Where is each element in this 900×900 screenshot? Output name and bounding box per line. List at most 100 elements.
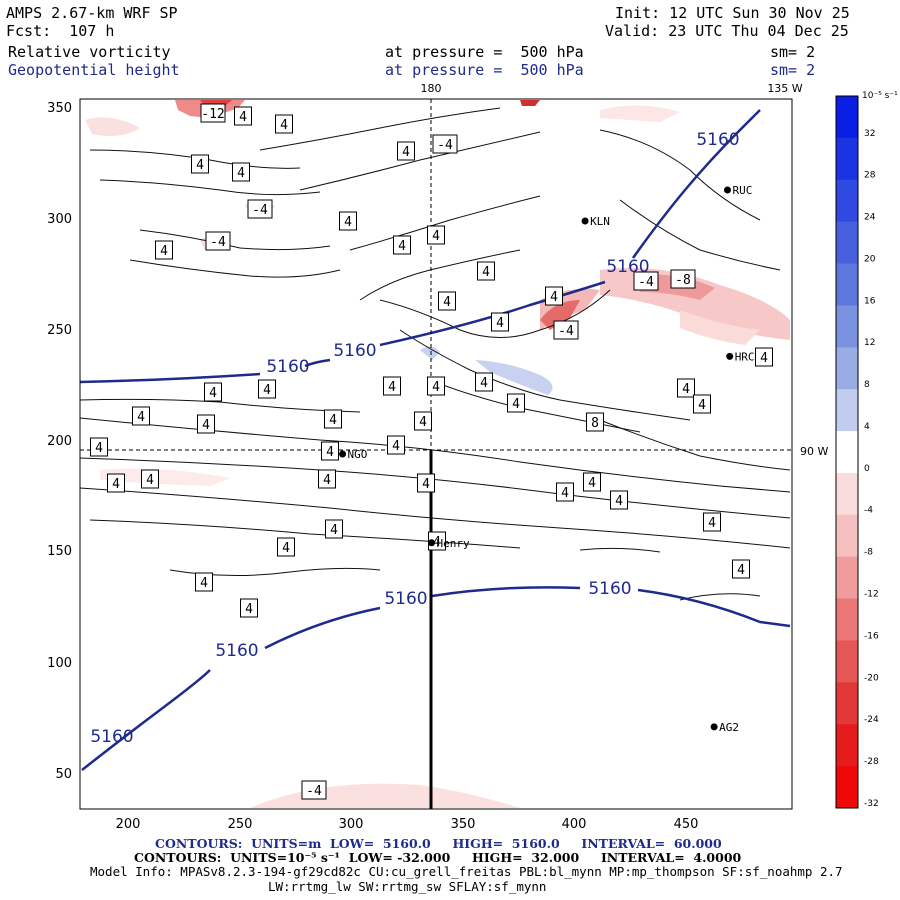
vorticity-label: 4 xyxy=(280,118,288,133)
vorticity-label-box xyxy=(247,199,273,219)
colorbar-label: -32 xyxy=(864,799,879,809)
vorticity-label: 4 xyxy=(682,382,690,397)
station-marker xyxy=(710,723,718,731)
colorbar-segment xyxy=(836,766,858,809)
vorticity-label: 4 xyxy=(196,158,204,173)
lon-label-180: 180 xyxy=(421,82,442,95)
vorticity-label: 4 xyxy=(443,295,451,310)
vorticity-label: 4 xyxy=(419,415,427,430)
vorticity-label-box xyxy=(477,261,495,281)
colorbar-segment xyxy=(836,221,858,265)
colorbar-segment xyxy=(836,431,858,474)
vorticity-label-box xyxy=(301,780,327,800)
station-label: NGO xyxy=(348,448,368,461)
colorbar-label: 16 xyxy=(864,296,876,306)
vorticity-contour-labels: -12 4 4 4 4 -4 4 -4 4 4 -4 4 4 4 4 4 4 -4 -4 -8 4 4 4 4 4 4 4 4 4 4 4 4… xyxy=(90,103,773,800)
vorticity-label-box xyxy=(195,572,213,592)
y-tick-label: 100 xyxy=(47,656,72,671)
vorticity-label-box xyxy=(107,473,125,493)
field2-smoothing: sm= 2 xyxy=(770,61,816,79)
vorticity-label-box xyxy=(393,235,411,255)
vorticity-label: -4 xyxy=(210,235,226,250)
vorticity-label-box xyxy=(197,414,215,434)
vorticity-label: 4 xyxy=(237,166,245,181)
vorticity-label-box xyxy=(670,269,696,289)
colorbar-segment xyxy=(836,724,858,767)
vorticity-label-box xyxy=(383,376,401,396)
vorticity-label: 4 xyxy=(760,351,768,366)
vorticity-label: 4 xyxy=(480,376,488,391)
vorticity-label: 4 xyxy=(588,476,596,491)
height-contour-5160 xyxy=(79,109,791,771)
vorticity-label: 4 xyxy=(95,441,103,456)
vorticity-label-box xyxy=(205,231,231,251)
vorticity-label: 4 xyxy=(245,602,253,617)
height-label: 5160 xyxy=(215,641,258,661)
height-label: 5160 xyxy=(333,341,376,361)
vorticity-label-box xyxy=(507,393,525,413)
colorbar-label: -8 xyxy=(864,548,873,558)
vorticity-label: 4 xyxy=(200,576,208,591)
vorticity-label: 4 xyxy=(433,535,441,550)
colorbar-label: -4 xyxy=(864,506,873,516)
vorticity-label-box xyxy=(633,271,659,291)
colorbar-segment xyxy=(836,598,858,641)
vorticity-label: 4 xyxy=(330,523,338,538)
vorticity-label-box xyxy=(387,435,405,455)
vorticity-label: 4 xyxy=(398,239,406,254)
field2-name: Geopotential height xyxy=(8,61,180,79)
station-label: HRC xyxy=(735,350,755,363)
vorticity-label: 4 xyxy=(561,486,569,501)
colorbar-label: 12 xyxy=(864,338,875,348)
colorbar-label: 8 xyxy=(864,380,870,390)
vorticity-label-box xyxy=(438,291,456,311)
vorticity-label: 4 xyxy=(209,386,217,401)
y-tick-label: 50 xyxy=(55,767,72,782)
colorbar-label: 28 xyxy=(864,171,876,181)
x-tick-label: 200 xyxy=(116,817,141,832)
colorbar-segment xyxy=(836,137,858,181)
station-label: AG2 xyxy=(719,721,739,734)
vorticity-label: 4 xyxy=(512,397,520,412)
contours-vorticity-info: CONTOURS: UNITS=10⁻⁵ s⁻¹ LOW= -32.000 HI… xyxy=(134,850,742,865)
y-tick-label: 350 xyxy=(47,101,72,116)
vorticity-label: 4 xyxy=(388,380,396,395)
vorticity-label-box xyxy=(553,320,579,340)
vorticity-label: 4 xyxy=(202,418,210,433)
vorticity-label-box xyxy=(325,519,343,539)
vorticity-label-box xyxy=(432,134,458,154)
lon-label-135w: 135 W xyxy=(767,82,802,95)
vorticity-label-box xyxy=(586,412,604,432)
vorticity-label: 4 xyxy=(432,229,440,244)
vorticity-label-box xyxy=(275,114,293,134)
vorticity-label-box xyxy=(556,482,574,502)
lon-label-90w: 90 W xyxy=(800,445,828,458)
station-marker xyxy=(723,186,731,194)
vorticity-label-box xyxy=(427,225,445,245)
vorticity-label: 4 xyxy=(422,477,430,492)
vorticity-label: 4 xyxy=(323,473,331,488)
vorticity-label-box xyxy=(397,141,415,161)
vorticity-label-box xyxy=(234,106,252,126)
height-label: 5160 xyxy=(606,257,649,277)
vorticity-label: 4 xyxy=(482,265,490,280)
height-label: 5160 xyxy=(90,727,133,747)
vorticity-label-box xyxy=(132,406,150,426)
colorbar-segment xyxy=(836,556,858,600)
station-marker xyxy=(581,217,589,225)
vorticity-label-box xyxy=(545,286,563,306)
field1-smoothing: sm= 2 xyxy=(770,43,816,61)
vorticity-label: 4 xyxy=(550,290,558,305)
colorbar-segment xyxy=(836,96,858,139)
vorticity-shading-blue xyxy=(420,346,553,395)
colorbar-label: -28 xyxy=(864,757,879,767)
colorbar-frame xyxy=(835,95,859,809)
colorbar-label: -24 xyxy=(864,715,879,725)
vorticity-label-box xyxy=(232,162,250,182)
x-tick-label: 400 xyxy=(562,817,587,832)
colorbar-label: 24 xyxy=(864,213,876,223)
vorticity-label: 4 xyxy=(737,563,745,578)
vorticity-label: -4 xyxy=(558,324,574,339)
vorticity-label-box xyxy=(339,211,357,231)
y-tick-label: 300 xyxy=(47,212,72,227)
